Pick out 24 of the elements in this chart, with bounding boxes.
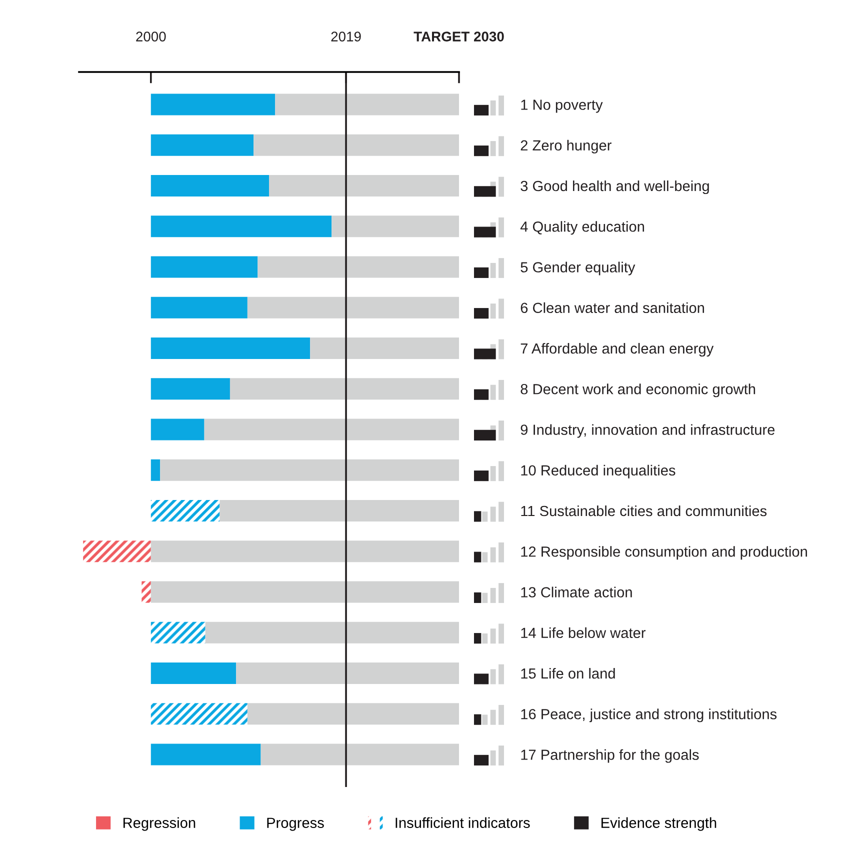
y-tick-label: 10 Reduced inequalities — [521, 464, 676, 478]
y-tick-label: 11 Sustainable cities and communities — [521, 505, 767, 516]
legend-label: Regression — [123, 817, 196, 831]
y-tick-label: 12 Responsible consumption and production — [521, 546, 807, 560]
legend-label: Evidence strength — [602, 817, 716, 831]
legend-label: Insufficient indicators — [396, 817, 530, 828]
y-tick-label: 3 Good health and well-being — [520, 180, 709, 194]
x-tick-label: TARGET 2030 — [414, 32, 504, 42]
y-tick-label: 5 Gender equality — [520, 262, 636, 276]
y-tick-label: 6 Clean water and sanitation — [520, 302, 704, 314]
y-tick-label: 16 Peace, justice and strong institutions — [521, 708, 777, 722]
y-tick-label: 8 Decent work and economic growth — [520, 384, 756, 398]
y-tick-label: 14 Life below water — [521, 627, 646, 638]
y-tick-label: 7 Affordable and clean energy — [520, 342, 714, 357]
y-tick-label: 13 Climate action — [521, 586, 632, 598]
x-tick-label: 2019 — [331, 32, 361, 42]
legend-label: Progress — [267, 818, 324, 831]
x-tick-label: 2000 — [136, 32, 166, 42]
y-tick-label: 15 Life on land — [521, 668, 615, 679]
y-tick-label: 9 Industry, innovation and infrastructure — [520, 424, 775, 438]
y-tick-label: 17 Partnership for the goals — [521, 749, 699, 763]
y-tick-label: 2 Zero hunger — [520, 140, 612, 154]
y-tick-label: 4 Quality education — [520, 221, 644, 235]
y-tick-label: 1 No poverty — [521, 100, 603, 113]
